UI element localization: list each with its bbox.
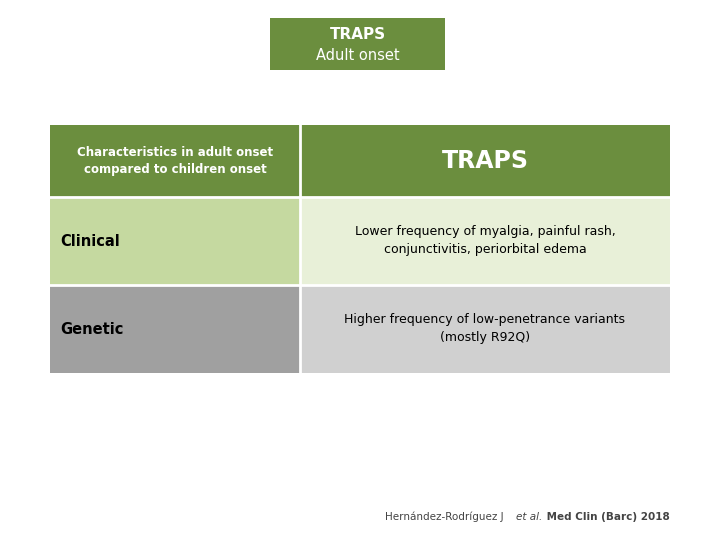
- FancyBboxPatch shape: [50, 125, 300, 197]
- Text: TRAPS: TRAPS: [441, 149, 528, 173]
- FancyBboxPatch shape: [300, 197, 670, 285]
- Text: Lower frequency of myalgia, painful rash,
conjunctivitis, periorbital edema: Lower frequency of myalgia, painful rash…: [355, 226, 616, 256]
- Text: Higher frequency of low-penetrance variants
(mostly R92Q): Higher frequency of low-penetrance varia…: [344, 314, 626, 345]
- Text: Clinical: Clinical: [60, 233, 120, 248]
- Text: Adult onset: Adult onset: [315, 48, 400, 63]
- Text: Characteristics in adult onset
compared to children onset: Characteristics in adult onset compared …: [77, 145, 273, 177]
- FancyBboxPatch shape: [300, 125, 670, 197]
- FancyBboxPatch shape: [300, 285, 670, 373]
- FancyBboxPatch shape: [50, 197, 300, 285]
- Text: Hernández-Rodríguez J: Hernández-Rodríguez J: [385, 511, 507, 522]
- Text: et al.: et al.: [516, 512, 542, 522]
- Text: Med Clin (Barc) 2018: Med Clin (Barc) 2018: [543, 512, 670, 522]
- Text: TRAPS: TRAPS: [330, 27, 386, 42]
- FancyBboxPatch shape: [50, 285, 300, 373]
- Text: Genetic: Genetic: [60, 321, 123, 336]
- FancyBboxPatch shape: [270, 18, 445, 70]
